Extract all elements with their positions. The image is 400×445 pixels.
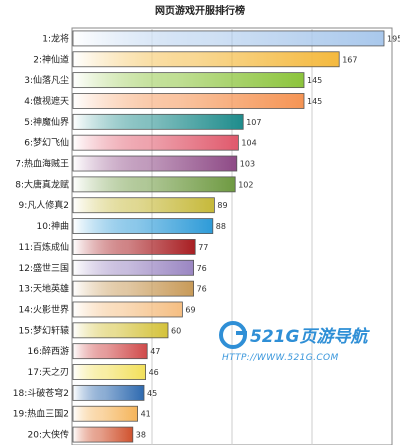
category-label: 14:火影世界	[19, 303, 70, 315]
value-label: 76	[197, 264, 207, 273]
category-label: 8:大唐真龙赋	[15, 178, 69, 190]
bars	[72, 30, 385, 443]
bar-9	[72, 197, 215, 214]
chart-title: 网页游戏开服排行榜	[155, 4, 245, 17]
category-label: 9:凡人修真2	[19, 199, 70, 211]
category-label: 18:斗破苍穹2	[13, 387, 69, 399]
value-label: 102	[238, 180, 253, 189]
bar-2	[72, 51, 340, 68]
value-label: 38	[136, 431, 146, 440]
bar-8	[72, 176, 236, 193]
category-label: 10:神曲	[37, 220, 70, 232]
value-label: 103	[240, 160, 255, 169]
bar-16	[72, 343, 148, 360]
grid-lines	[71, 27, 393, 445]
category-label: 1:龙将	[42, 32, 69, 44]
value-label: 77	[198, 243, 208, 252]
bar-1	[72, 30, 385, 47]
category-label: 20:大侠传	[28, 429, 70, 441]
value-label: 195	[387, 34, 400, 43]
value-label: 47	[150, 347, 160, 356]
value-label: 76	[197, 285, 207, 294]
value-label: 45	[147, 389, 157, 398]
value-label: 60	[171, 326, 181, 335]
value-label: 88	[216, 222, 226, 231]
value-label: 145	[307, 76, 322, 85]
bar-7	[72, 155, 238, 172]
value-label: 89	[217, 201, 227, 210]
bar-11	[72, 239, 196, 255]
category-label: 5:神魔仙界	[24, 116, 69, 128]
bar-19	[72, 405, 138, 422]
bar-20	[72, 426, 134, 443]
bar-3	[72, 72, 305, 89]
value-labels: 195 167 145 145 107 104 103 102 89 88 77 76 76 69 60 47…	[136, 34, 400, 439]
value-label: 46	[149, 368, 159, 377]
category-label: 4:傲视遮天	[24, 95, 69, 107]
watermark-brand: 521G页游导航	[250, 327, 370, 347]
category-label: 2:神仙道	[33, 53, 69, 65]
bar-18	[72, 384, 145, 401]
bar-5	[72, 113, 244, 130]
category-label: 6:梦幻飞仙	[24, 137, 69, 149]
bar-13	[72, 280, 194, 297]
category-label: 19:热血三国2	[13, 408, 69, 420]
category-label: 17:天之刃	[28, 366, 70, 378]
category-label: 13:天地英雄	[19, 283, 70, 295]
bar-6	[72, 134, 239, 151]
category-label: 16:醉西游	[28, 345, 70, 357]
watermark-logo-icon	[219, 318, 249, 349]
category-labels: 1:龙将 2:神仙道 3:仙落凡尘 4:傲视遮天 5:神魔仙界 6:梦幻飞仙 7:热血海贼王…	[13, 32, 69, 440]
bar-15	[72, 322, 169, 339]
value-label: 104	[241, 139, 256, 148]
category-label: 15:梦幻轩辕	[19, 324, 70, 336]
watermark: 521G页游导航 HTTP://WWW.521G.COM	[219, 318, 370, 363]
bar-10	[72, 218, 214, 234]
category-label: 12:盛世三国	[19, 262, 70, 274]
bar-4	[72, 93, 305, 109]
value-label: 167	[342, 55, 357, 64]
watermark-url: HTTP://WWW.521G.COM	[222, 353, 339, 363]
bar-14	[72, 301, 183, 318]
value-label: 107	[246, 118, 261, 127]
category-label: 7:热血海贼王	[15, 158, 69, 170]
value-label: 145	[307, 97, 322, 106]
bar-17	[72, 364, 146, 380]
bar-12	[72, 259, 194, 276]
value-label: 41	[141, 410, 151, 419]
value-label: 69	[185, 305, 195, 314]
category-label: 11:百炼成仙	[19, 241, 70, 253]
category-label: 3:仙落凡尘	[24, 74, 69, 86]
